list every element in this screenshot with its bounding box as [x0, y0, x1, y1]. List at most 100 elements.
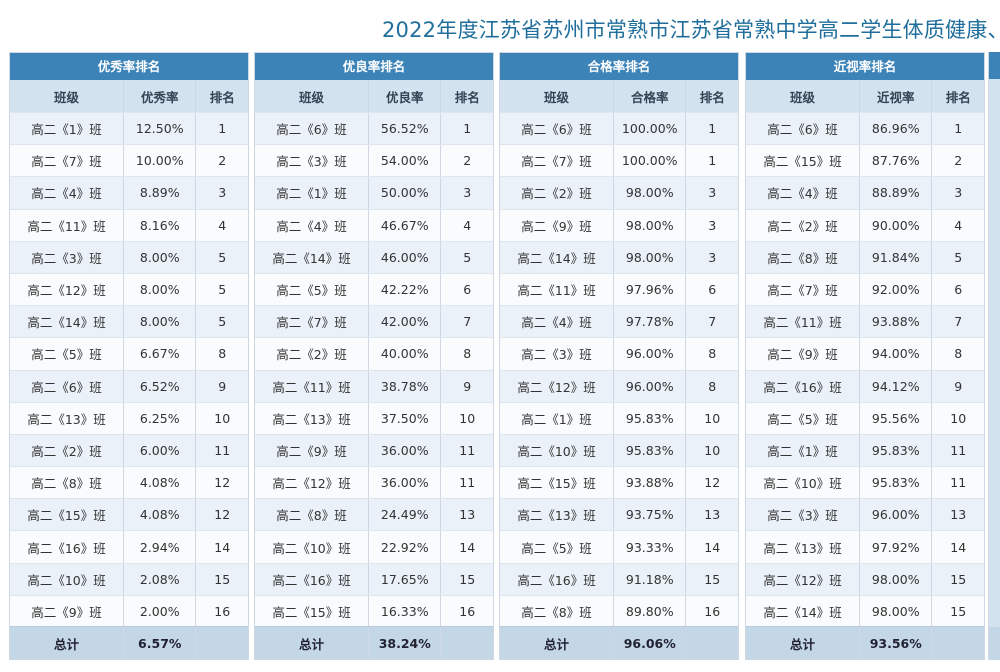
- table-row[interactable]: 高二《15》班 16.33% 16: [255, 594, 493, 627]
- rate-cell: 90.00%: [860, 209, 933, 241]
- column-header[interactable]: 排名: [699, 89, 725, 105]
- table-row[interactable]: 高二《4》班 46.67% 4: [255, 208, 493, 241]
- column-header[interactable]: 合格率: [614, 80, 687, 112]
- table-row[interactable]: 高二《1》班 95.83% 11: [746, 433, 984, 467]
- table-row[interactable]: 高二《9》班 2.00% 16: [10, 594, 248, 627]
- rate-cell: 100.00%: [614, 113, 687, 145]
- table-row[interactable]: 高二《7》班 42.00% 7: [255, 305, 493, 338]
- rank-cell: 10: [214, 410, 231, 426]
- table-row[interactable]: 高二《15》班 87.76% 2: [746, 144, 984, 177]
- table-row[interactable]: 高二《8》班 89.80% 16: [500, 594, 738, 627]
- rate-cell: 36.00%: [369, 467, 442, 499]
- table-row[interactable]: 高二《7》班 92.00% 6: [746, 272, 984, 306]
- rate-cell: 2.08%: [124, 563, 197, 595]
- table-row[interactable]: 高二《12》班 8.00% 5: [10, 272, 248, 306]
- column-headers: 班级 近视率 排名: [746, 80, 984, 112]
- table-row[interactable]: 高二《6》班 100.00% 1: [500, 112, 738, 145]
- table-row[interactable]: 高二《12》班 96.00% 8: [500, 369, 738, 402]
- class-name-cell: 高二《1》班: [746, 434, 861, 467]
- table-row[interactable]: 高二《14》班 8.00% 5: [10, 305, 248, 338]
- table-row[interactable]: 高二《2》班 40.00% 8: [255, 337, 493, 370]
- table-row[interactable]: 高二《5》班 42.22% 6: [255, 272, 493, 306]
- table-row[interactable]: 高二《2》班 6.00% 11: [10, 433, 248, 467]
- page-title: 2022年度江苏省苏州市常熟市江苏省常熟中学高二学生体质健康、近: [382, 18, 1000, 42]
- table-row[interactable]: 高二《10》班 95.83% 11: [746, 466, 984, 499]
- table-row[interactable]: 高二《14》班 98.00% 15: [746, 594, 984, 627]
- rate-cell: 92.00%: [860, 273, 933, 306]
- table-row[interactable]: 高二《1》班 95.83% 10: [500, 401, 738, 434]
- table-row[interactable]: 高二《3》班 8.00% 5: [10, 240, 248, 273]
- table-row[interactable]: 高二《8》班 24.49% 13: [255, 498, 493, 531]
- table-row[interactable]: 高二《2》班 98.00% 3: [500, 176, 738, 209]
- table-row[interactable]: 高二《16》班 2.94% 14: [10, 530, 248, 563]
- column-header[interactable]: 班级: [746, 80, 861, 112]
- table-row[interactable]: 高二《16》班 17.65% 15: [255, 562, 493, 595]
- table-row[interactable]: 高二《1》班 12.50% 1: [10, 112, 248, 145]
- table-row[interactable]: 高二《10》班 95.83% 10: [500, 433, 738, 467]
- rank-cell: 14: [704, 539, 721, 555]
- table-row[interactable]: 高二《6》班 86.96% 1: [746, 112, 984, 145]
- column-header[interactable]: 班级: [500, 80, 615, 112]
- column-header[interactable]: 近视率: [860, 80, 933, 112]
- rate-cell: 2.00%: [124, 595, 197, 627]
- class-name-cell: 高二《11》班: [255, 370, 370, 402]
- table-row[interactable]: 高二《5》班 93.33% 14: [500, 530, 738, 563]
- table-row[interactable]: 高二《3》班 96.00% 8: [500, 337, 738, 370]
- table-row[interactable]: 高二《13》班 6.25% 10: [10, 401, 248, 434]
- table-row[interactable]: 高二《13》班 37.50% 10: [255, 401, 493, 434]
- table-row[interactable]: 高二《3》班 54.00% 2: [255, 144, 493, 177]
- table-row[interactable]: 高二《13》班 93.75% 13: [500, 498, 738, 531]
- table-row[interactable]: 高二《11》班 8.16% 4: [10, 208, 248, 241]
- class-name-cell: 高二《6》班: [10, 370, 125, 402]
- table-row[interactable]: 高二《8》班 4.08% 12: [10, 466, 248, 499]
- table-row[interactable]: 高二《3》班 96.00% 13: [746, 498, 984, 531]
- table-row[interactable]: 高二《1》班 50.00% 3: [255, 176, 493, 209]
- column-header[interactable]: 排名: [945, 89, 971, 105]
- column-header[interactable]: 优良率: [369, 80, 442, 112]
- rate-cell: 4.08%: [124, 499, 197, 531]
- table-row[interactable]: 高二《12》班 36.00% 11: [255, 466, 493, 499]
- table-row[interactable]: 高二《10》班 2.08% 15: [10, 562, 248, 595]
- table-row[interactable]: 高二《11》班 38.78% 9: [255, 369, 493, 402]
- table-row[interactable]: 高二《15》班 4.08% 12: [10, 498, 248, 531]
- table-row[interactable]: 高二《9》班 94.00% 8: [746, 337, 984, 370]
- table-row[interactable]: 高二《6》班 6.52% 9: [10, 369, 248, 402]
- column-header[interactable]: 班级: [255, 80, 370, 112]
- table-row[interactable]: 高二《10》班 22.92% 14: [255, 530, 493, 563]
- class-name-cell: 高二《5》班: [10, 338, 125, 370]
- table-row[interactable]: 高二《7》班 10.00% 2: [10, 144, 248, 177]
- column-header[interactable]: 班级: [10, 80, 125, 112]
- column-header[interactable]: 排名: [454, 89, 480, 105]
- table-row[interactable]: 高二《16》班 91.18% 15: [500, 562, 738, 595]
- table-body: 高二《6》班 56.52% 1 高二《3》班 54.00% 2 高二《1》班 50.00% 3 高…: [255, 112, 493, 627]
- table-body: 高二《1》班 12.50% 1 高二《7》班 10.00% 2 高二《4》班 8.89% 3 高二…: [10, 112, 248, 627]
- column-header[interactable]: 排名: [209, 89, 235, 105]
- class-name-cell: 高二《16》班: [500, 563, 615, 595]
- table-row[interactable]: 高二《5》班 6.67% 8: [10, 337, 248, 370]
- table-row[interactable]: 高二《8》班 91.84% 5: [746, 240, 984, 273]
- table-row[interactable]: 高二《14》班 46.00% 5: [255, 240, 493, 273]
- table-row[interactable]: 高二《2》班 90.00% 4: [746, 208, 984, 241]
- table-row[interactable]: 高二《7》班 100.00% 1: [500, 144, 738, 177]
- table-row[interactable]: 高二《4》班 8.89% 3: [10, 176, 248, 209]
- total-rank-empty: [441, 627, 493, 659]
- class-name-cell: 高二《13》班: [746, 531, 861, 563]
- table-row[interactable]: 高二《4》班 97.78% 7: [500, 305, 738, 338]
- table-row[interactable]: 高二《5》班 95.56% 10: [746, 401, 984, 434]
- table-row[interactable]: 高二《12》班 98.00% 15: [746, 562, 984, 595]
- table-row[interactable]: 高二《16》班 94.12% 9: [746, 369, 984, 402]
- table-row[interactable]: 高二《13》班 97.92% 14: [746, 530, 984, 563]
- rate-cell: 6.52%: [124, 370, 197, 402]
- table-row[interactable]: 高二《6》班 56.52% 1: [255, 112, 493, 145]
- table-row[interactable]: 高二《11》班 97.96% 6: [500, 272, 738, 306]
- table-row[interactable]: 高二《9》班 98.00% 3: [500, 208, 738, 241]
- class-name-cell: 高二《16》班: [746, 370, 861, 402]
- class-name-cell: 高二《13》班: [10, 402, 125, 434]
- table-row[interactable]: 高二《4》班 88.89% 3: [746, 176, 984, 209]
- table-row[interactable]: 高二《14》班 98.00% 3: [500, 240, 738, 273]
- table-row[interactable]: 高二《9》班 36.00% 11: [255, 433, 493, 467]
- table-row[interactable]: 高二《15》班 93.88% 12: [500, 466, 738, 499]
- column-header[interactable]: 优秀率: [124, 80, 197, 112]
- table-row[interactable]: 高二《11》班 93.88% 7: [746, 305, 984, 338]
- rate-cell: 37.50%: [369, 402, 442, 434]
